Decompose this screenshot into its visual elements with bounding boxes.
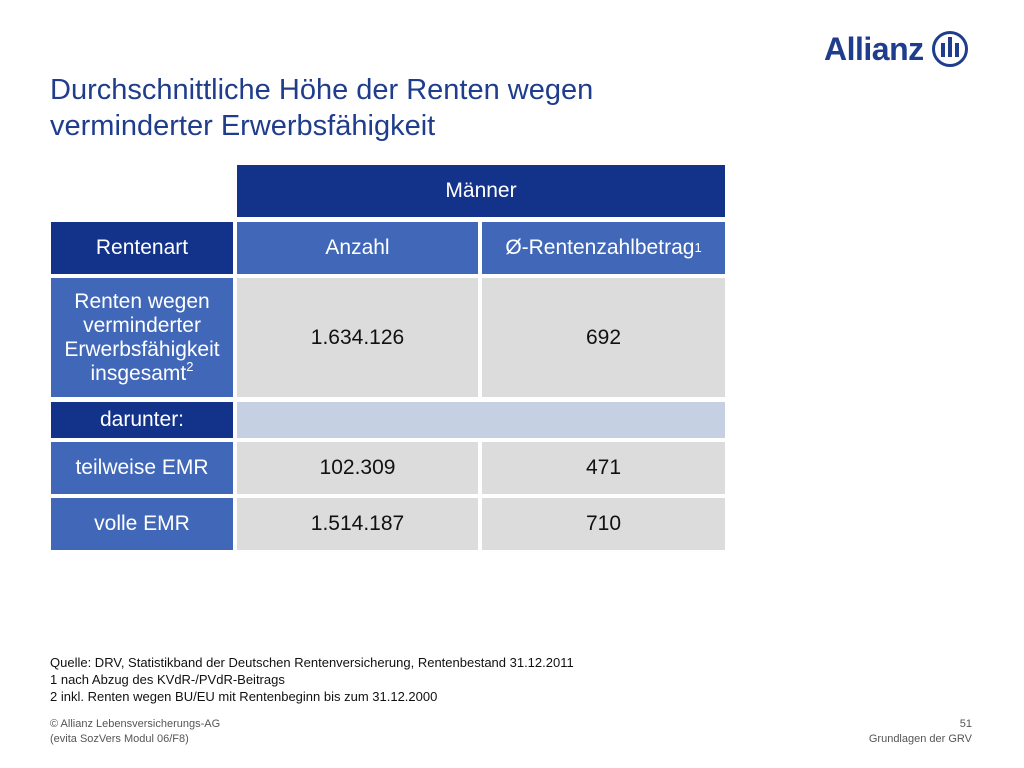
footnote-2: 2 inkl. Renten wegen BU/EU mit Rentenbeg…: [50, 689, 438, 704]
footer-left: © Allianz Lebensversicherungs-AG (evita …: [50, 717, 220, 747]
header-rentenzahlbetrag-label: Ø-Rentenzahlbetrag: [505, 236, 695, 259]
header-rentenzahlbetrag: Ø-Rentenzahlbetrag 1: [482, 222, 725, 274]
page-number: 51: [959, 718, 972, 730]
footer-module: (evita SozVers Modul 06/F8): [50, 733, 189, 745]
cell-betrag-volle-emr: 710: [482, 498, 725, 550]
source-line: Quelle: DRV, Statistikband der Deutschen…: [50, 655, 574, 670]
footnote-1: 1 nach Abzug des KVdR-/PVdR-Beitrags: [50, 672, 285, 687]
allianz-eagle-icon: [931, 31, 968, 67]
header-rentenart: Rentenart: [51, 222, 233, 274]
cell-anzahl-teilweise-emr: 102.309: [237, 442, 478, 494]
footnote-marker-2: 2: [186, 358, 194, 374]
table-group-header: Männer: [237, 165, 725, 217]
darunter-spacer: [237, 402, 725, 438]
source-notes: Quelle: DRV, Statistikband der Deutschen…: [50, 654, 574, 705]
row-label-volle-emr: volle EMR: [51, 498, 233, 550]
footer-right: 51 Grundlagen der GRV: [869, 717, 972, 747]
logo-wordmark: Allianz: [824, 30, 924, 67]
allianz-logo: Allianz: [824, 28, 968, 70]
page-title: Durchschnittliche Höhe der Renten wegen …: [50, 74, 594, 142]
cell-betrag-insgesamt: 692: [482, 278, 725, 397]
row-label-insgesamt: Renten wegen verminderter Erwerbsfähigke…: [51, 278, 233, 397]
cell-anzahl-volle-emr: 1.514.187: [237, 498, 478, 550]
footer-copyright: © Allianz Lebensversicherungs-AG: [50, 718, 221, 730]
cell-betrag-teilweise-emr: 471: [482, 442, 725, 494]
cell-anzahl-insgesamt: 1.634.126: [237, 278, 478, 397]
header-anzahl: Anzahl: [237, 222, 478, 274]
row-label-insgesamt-text: Renten wegen verminderter Erwerbsfähigke…: [64, 289, 220, 385]
row-label-darunter: darunter:: [51, 402, 233, 438]
row-label-teilweise-emr: teilweise EMR: [51, 442, 233, 494]
footer-section: Grundlagen der GRV: [868, 733, 972, 745]
